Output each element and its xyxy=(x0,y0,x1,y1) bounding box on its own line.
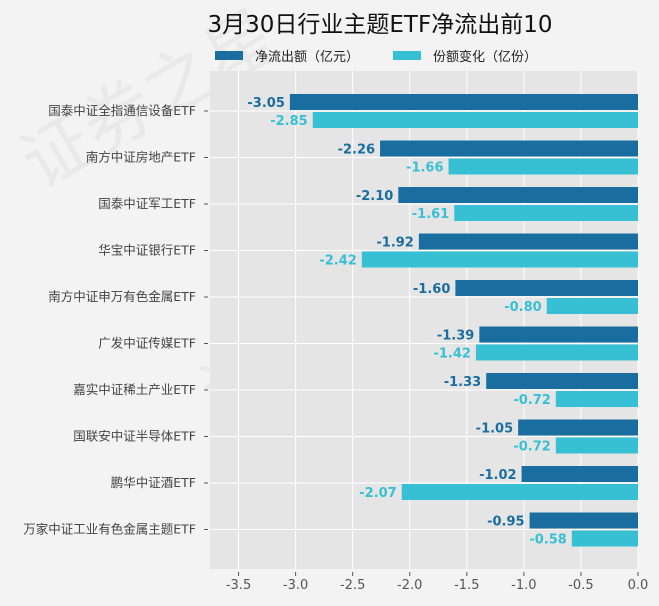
data-label: -3.05 xyxy=(247,96,284,111)
data-label: -1.33 xyxy=(444,375,481,390)
data-label: -0.95 xyxy=(487,515,524,530)
data-label: -1.42 xyxy=(433,347,470,362)
data-label: -1.61 xyxy=(412,207,449,222)
x-tick-label: -1.5 xyxy=(454,578,479,593)
x-tick-label: -0.5 xyxy=(568,578,593,593)
category-label: 南方中证申万有色金属ETF xyxy=(48,289,196,304)
bar-net-outflow xyxy=(398,187,638,203)
data-label: -0.72 xyxy=(513,440,550,455)
bar-share-change xyxy=(448,158,638,175)
bar-share-change xyxy=(555,391,638,407)
category-label: 广发中证传媒ETF xyxy=(98,336,196,351)
bar-net-outflow xyxy=(518,419,638,436)
chart-title: 3月30日行业主题ETF净流出前10 xyxy=(208,12,553,38)
bar-share-change xyxy=(555,437,638,454)
category-label: 南方中证房地产ETF xyxy=(86,150,196,165)
legend: 净流出额（亿元） 份额变化（亿份） xyxy=(215,49,537,65)
data-label: -0.58 xyxy=(529,533,566,548)
data-label: -2.26 xyxy=(338,143,375,158)
data-label: -0.80 xyxy=(504,300,541,315)
category-label: 国泰中证军工ETF xyxy=(98,196,196,211)
category-label: 万家中证工业有色金属主题ETF xyxy=(23,522,196,537)
data-label: -1.02 xyxy=(479,468,516,483)
data-label: -2.07 xyxy=(359,486,396,501)
data-label: -1.92 xyxy=(376,236,413,251)
bar-net-outflow xyxy=(479,326,638,343)
category-label: 鹏华中证酒ETF xyxy=(111,475,196,490)
legend-swatch xyxy=(215,51,243,60)
legend-swatch xyxy=(393,51,421,60)
x-tick-label: -1.0 xyxy=(511,578,536,593)
legend-label: 净流出额（亿元） xyxy=(255,50,359,65)
bar-share-change xyxy=(546,298,638,314)
bar-net-outflow xyxy=(521,466,638,482)
bar-net-outflow xyxy=(529,512,638,529)
data-label: -1.05 xyxy=(476,422,513,437)
data-label: -2.85 xyxy=(270,114,307,129)
bar-net-outflow xyxy=(486,373,638,389)
x-tick-label: -2.0 xyxy=(397,578,422,593)
x-tick-label: -3.0 xyxy=(283,578,308,593)
data-label: -1.60 xyxy=(413,282,450,297)
category-label: 嘉实中证稀土产业ETF xyxy=(73,382,196,397)
bar-net-outflow xyxy=(418,233,638,250)
legend-label: 份额变化（亿份） xyxy=(433,49,537,65)
x-tick-label: 0.0 xyxy=(628,578,649,593)
bar-net-outflow xyxy=(380,140,638,157)
category-label: 华宝中证银行ETF xyxy=(98,243,196,258)
category-label: 国泰中证全指通信设备ETF xyxy=(48,103,196,118)
data-label: -0.72 xyxy=(513,393,550,408)
x-tick-label: -3.5 xyxy=(226,578,251,593)
bar-share-change xyxy=(454,205,638,221)
x-tick-label: -2.5 xyxy=(340,578,365,593)
data-label: -1.66 xyxy=(406,161,443,176)
bar-share-change xyxy=(401,484,638,500)
bar-share-change xyxy=(312,112,638,128)
data-label: -1.39 xyxy=(437,329,474,344)
bar-net-outflow xyxy=(289,94,638,110)
data-label: -2.10 xyxy=(356,189,393,204)
data-label: -2.42 xyxy=(319,254,356,269)
bar-share-change xyxy=(361,251,638,268)
bar-net-outflow xyxy=(455,280,638,296)
bar-share-change xyxy=(571,530,638,547)
category-label: 国联安中证半导体ETF xyxy=(73,429,196,444)
bar-share-change xyxy=(475,344,638,361)
